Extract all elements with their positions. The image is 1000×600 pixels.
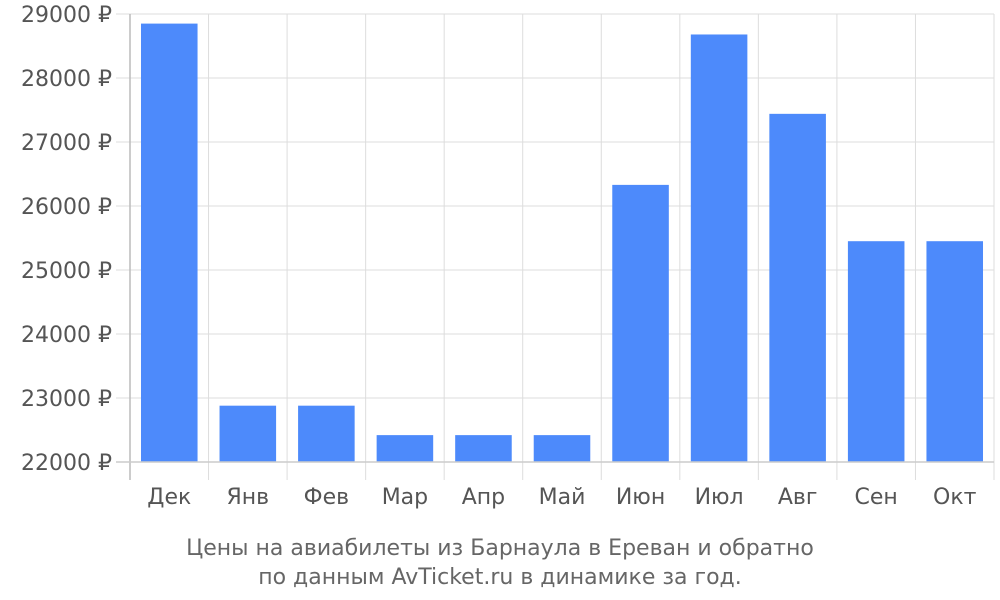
bar-Сен [847,241,905,462]
chart-caption-line-1: Цены на авиабилеты из Барнаула в Ереван … [186,536,814,561]
bars [140,23,984,462]
chart-caption-line-2: по данным AvTicket.ru в динамике за год. [258,565,742,590]
y-tick-label: 24000 ₽ [21,323,112,348]
bar-Июл [690,34,748,462]
x-tick-label: Май [539,485,586,510]
bar-Окт [926,241,984,462]
bar-Май [533,435,591,462]
x-tick-label: Сен [855,485,898,510]
y-tick-label: 22000 ₽ [21,451,112,476]
bar-Фев [298,405,355,462]
grid-lines [116,13,995,480]
bar-Дек [140,23,198,462]
y-tick-label: 29000 ₽ [21,3,112,28]
x-tick-label: Янв [226,485,269,510]
x-tick-label: Мар [382,485,428,510]
x-tick-label: Апр [462,485,505,510]
bar-Апр [455,435,512,462]
x-tick-label: Дек [147,485,191,510]
y-tick-label: 26000 ₽ [21,195,112,220]
y-tick-labels: 22000 ₽ 23000 ₽ 24000 ₽ 25000 ₽ 26000 ₽ 27000… [21,3,112,476]
x-tick-label: Фев [304,485,349,510]
x-tick-label: Июл [695,485,744,510]
axes [116,14,994,480]
y-tick-label: 25000 ₽ [21,259,112,284]
y-tick-label: 23000 ₽ [21,387,112,412]
x-tick-label: Июн [616,485,665,510]
bar-Янв [219,405,277,462]
y-tick-label: 28000 ₽ [21,67,112,92]
bar-Июн [612,184,669,462]
y-tick-label: 27000 ₽ [21,131,112,156]
x-tick-labels: Дек Янв Фев Мар Апр Май Июн Июл Авг Сен Окт [147,485,976,510]
x-tick-label: Окт [933,485,977,510]
bar-Мар [376,435,434,462]
bar-Авг [769,113,826,462]
x-tick-label: Авг [778,485,818,510]
